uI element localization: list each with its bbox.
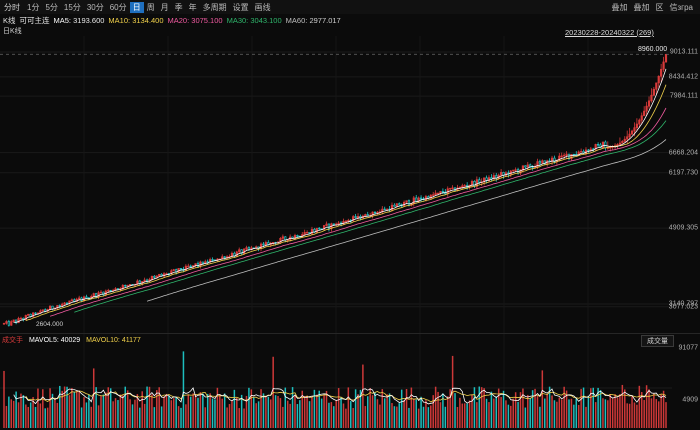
quote-bar: K线 可可主连 MA5: 3193.600 MA10: 3134.400 MA2…: [0, 14, 700, 26]
period-30m[interactable]: 30分: [86, 2, 104, 12]
mavol10-label: MAVOL10:: [86, 337, 120, 344]
period-month[interactable]: 月: [160, 2, 169, 12]
overlay-button-2[interactable]: 叠加: [633, 2, 650, 12]
price-y-tick: 3077.023: [668, 303, 698, 311]
period-quarter[interactable]: 季: [174, 2, 183, 12]
low-price-marker: 2604.000: [36, 321, 64, 328]
overlay-button[interactable]: 叠加: [611, 2, 628, 12]
toolbar-right-group: 叠加 叠加 区 信згра: [609, 2, 700, 13]
period-60m[interactable]: 60分: [109, 2, 127, 12]
ma20-label: MA20:: [167, 15, 190, 25]
ma60-value: 2977.017: [309, 15, 341, 25]
ma10-label: MA10:: [108, 15, 131, 25]
period-1m[interactable]: 1分: [27, 2, 40, 12]
ma5-value: 3193.600: [73, 15, 105, 25]
period-15m[interactable]: 15分: [63, 2, 81, 12]
symbol-label: 可可主连: [19, 15, 50, 25]
volume-chart-pane[interactable]: 成交手 MAVOL5: 40029 MAVOL10: 41177 成交量 910…: [0, 333, 700, 430]
price-chart-svg: [0, 36, 672, 333]
period-toolbar: 分时 1分 5分 15分 30分 60分 日 周 月 季 年 多周期 设置 画线…: [0, 0, 700, 14]
ma20-value: 3075.100: [191, 15, 223, 25]
volume-title-box[interactable]: 成交量: [641, 335, 674, 347]
price-y-tick: 8434.412: [668, 73, 698, 81]
price-y-tick: 6197.730: [668, 169, 698, 177]
period-year[interactable]: 年: [188, 2, 197, 12]
price-y-tick: 9013.111: [669, 48, 698, 56]
ma5-label: MA5:: [53, 15, 72, 25]
volume-y-tick: 4909: [682, 396, 698, 404]
ma20-group: MA20: 3075.100: [168, 16, 223, 25]
multi-period-button[interactable]: 多周期: [202, 2, 227, 12]
info-button[interactable]: 信згра: [669, 2, 693, 12]
ma30-value: 3043.100: [250, 15, 282, 25]
ma60-label: MA60:: [285, 15, 308, 25]
last-price-tag: 8960.000: [638, 46, 668, 54]
draw-line-button[interactable]: 画线: [254, 2, 271, 12]
volume-head-label: 成交手: [2, 337, 23, 344]
ma60-group: MA60: 2977.017: [286, 16, 341, 25]
volume-y-tick: 91077: [678, 344, 698, 352]
period-week[interactable]: 周: [146, 2, 155, 12]
ma30-group: MA30: 3043.100: [227, 16, 282, 25]
price-y-tick: 3140.797: [668, 300, 698, 308]
date-range-title: 20230228-20240322 (269): [565, 28, 654, 37]
period-day[interactable]: 日: [129, 1, 144, 13]
toolbar-left-label: 分时: [4, 2, 20, 12]
mavol10-value: 41177: [121, 337, 141, 344]
ma10-value: 3134.400: [132, 15, 164, 25]
price-y-tick: 7984.111: [669, 92, 698, 100]
price-y-tick: 6668.204: [668, 149, 698, 157]
volume-chart-svg: [0, 334, 672, 430]
ma30-label: MA30:: [226, 15, 249, 25]
chart-type-label: K线: [3, 15, 16, 25]
zone-button[interactable]: 区: [655, 2, 664, 12]
price-chart-pane[interactable]: 20230228-20240322 (269) 8960.000 2604.00…: [0, 28, 700, 333]
ma5-group: MA5: 3193.600: [54, 16, 105, 25]
daily-k-label: 日K线: [3, 28, 22, 35]
volume-header: 成交手 MAVOL5: 40029 MAVOL10: 41177: [2, 335, 141, 345]
mavol5-label: MAVOL5:: [28, 337, 59, 344]
ma10-group: MA10: 3134.400: [108, 16, 163, 25]
price-y-tick: 4909.305: [668, 224, 698, 232]
mavol5-value: 40029: [60, 337, 81, 344]
settings-button[interactable]: 设置: [232, 2, 249, 12]
period-5m[interactable]: 5分: [45, 2, 58, 12]
